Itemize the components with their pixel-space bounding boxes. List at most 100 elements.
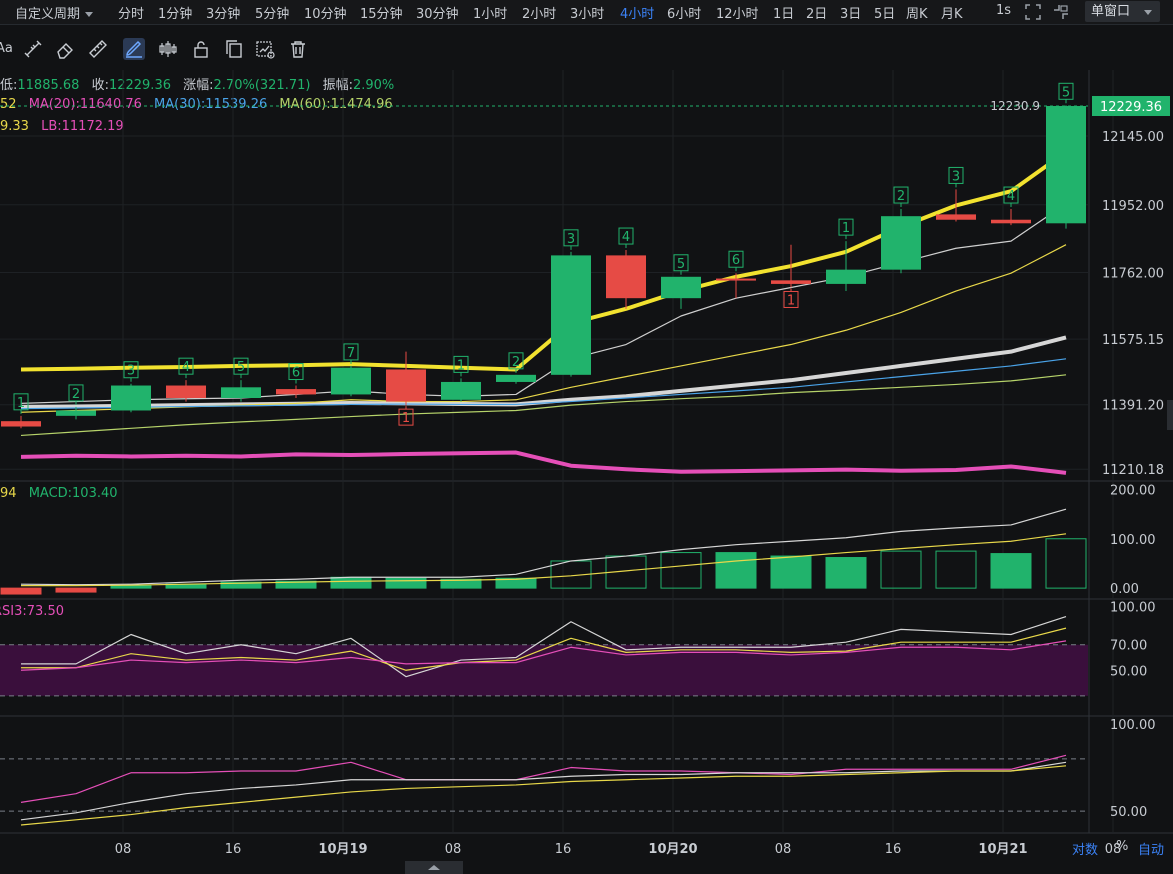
trash-icon[interactable]: [287, 38, 309, 60]
timeframe-17[interactable]: 周K: [906, 7, 928, 22]
indicator-axis-tick: 70.00: [1110, 639, 1147, 654]
timeframe-9[interactable]: 3小时: [570, 7, 605, 22]
td-label: 3: [567, 232, 575, 247]
indicator-axis-tick: 0.00: [1110, 582, 1139, 597]
timeframe-12[interactable]: 12小时: [716, 7, 759, 22]
timeframe-5[interactable]: 15分钟: [360, 7, 403, 22]
candle-body: [221, 387, 261, 398]
rsi-legend: RSI3:73.50: [0, 604, 64, 619]
td-label: 1: [17, 396, 25, 411]
candle-body: [276, 389, 316, 395]
time-axis-tick: 08: [115, 842, 132, 857]
macd-histogram-bar: [0, 587, 42, 595]
macd-histogram-bar: [935, 550, 977, 589]
timeframe-11[interactable]: 6小时: [667, 7, 702, 22]
measure-tool-icon[interactable]: [22, 38, 44, 60]
indicator-axis-tick: 200.00: [1110, 483, 1156, 498]
timeframe-16[interactable]: 5日: [874, 7, 896, 22]
macd-value: MACD:103.40: [28, 486, 118, 501]
timeframe-18[interactable]: 月K: [941, 7, 963, 22]
timeframe-2[interactable]: 3分钟: [206, 7, 241, 22]
log-scale-toggle[interactable]: 对数: [1072, 843, 1099, 858]
timeframe-15[interactable]: 3日: [840, 7, 862, 22]
time-axis-tick: 08: [445, 842, 462, 857]
eraser-tool-icon[interactable]: [54, 38, 76, 60]
low-label: 低:: [0, 78, 18, 93]
candle-tool-icon[interactable]: [157, 38, 179, 60]
amplitude-value: 2.90%: [352, 78, 395, 93]
drawing-toolbar: Aa: [0, 34, 320, 64]
text-tool-label[interactable]: Aa: [0, 41, 13, 56]
fullscreen-icon[interactable]: [1024, 3, 1042, 21]
close-label: 收:: [91, 78, 109, 93]
timeframe-13[interactable]: 1日: [773, 7, 795, 22]
timeframe-7[interactable]: 1小时: [473, 7, 508, 22]
timeframe-14[interactable]: 2日: [806, 7, 828, 22]
indicator-axis-tick: 100.00: [1110, 533, 1156, 548]
time-axis-tick: 10月20: [648, 842, 697, 857]
candle-body: [771, 280, 811, 284]
ma20-value: MA(20):11640.76: [28, 97, 142, 112]
ruler-tool-icon[interactable]: [87, 38, 109, 60]
macd-histogram-bar: [110, 585, 152, 589]
macd-dif-line: [20, 508, 1067, 586]
candle-body: [881, 216, 921, 270]
timeframe-1[interactable]: 1分钟: [158, 7, 193, 22]
high-marker-label: 12230.9: [990, 99, 1040, 113]
window-mode-dropdown[interactable]: 单窗口: [1085, 1, 1160, 22]
td-label: 4: [1007, 189, 1015, 204]
td-label: 3: [127, 364, 135, 379]
percent-scale-toggle[interactable]: %: [1116, 839, 1129, 854]
chart-settings-icon[interactable]: [254, 38, 276, 60]
candle-body: [111, 385, 151, 411]
candle-body: [386, 369, 426, 402]
change-value: 2.70%(321.71): [213, 78, 311, 93]
lock-tool-icon[interactable]: [190, 38, 212, 60]
brush-tool-icon[interactable]: [123, 38, 145, 60]
timeframe-6[interactable]: 30分钟: [416, 7, 459, 22]
td-label: 3: [952, 169, 960, 184]
timeframe-3[interactable]: 5分钟: [255, 7, 290, 22]
td-label: 2: [512, 355, 520, 370]
change-label: 涨幅:: [183, 78, 214, 93]
td-label: 1: [787, 293, 795, 308]
custom-period-dropdown[interactable]: 自定义周期: [15, 3, 94, 22]
rsi3-value: RSI3:73.50: [0, 604, 64, 619]
price-axis-tick: 11762.00: [1102, 267, 1164, 282]
ma30-value: MA(30):11539.26: [154, 97, 268, 112]
indicator-axis-tick: 100.00: [1110, 718, 1156, 733]
copy-tool-icon[interactable]: [223, 38, 245, 60]
auto-scale-toggle[interactable]: 自动: [1138, 843, 1165, 858]
td-label: 5: [1062, 85, 1070, 100]
td-label: 1: [842, 221, 850, 236]
td-label: 4: [622, 230, 630, 245]
indicator-axis-tick: 50.00: [1110, 664, 1147, 679]
kdj-d-line: [20, 761, 1067, 821]
time-axis-tick: 10月21: [978, 842, 1027, 857]
candle-body: [441, 381, 481, 400]
rsi-line-pink: [20, 640, 1067, 671]
last-price-badge: [1092, 96, 1170, 117]
line-lightgreen-thin: [20, 374, 1067, 437]
timeframe-10[interactable]: 4小时: [620, 7, 655, 22]
seconds-button[interactable]: 1s: [996, 3, 1012, 18]
td-label: 6: [732, 253, 740, 268]
low-value: 11885.68: [17, 78, 80, 93]
timeframe-8[interactable]: 2小时: [522, 7, 557, 22]
macd-histogram-bar: [825, 557, 867, 589]
timeframe-4[interactable]: 10分钟: [304, 7, 347, 22]
candle-body: [496, 374, 536, 382]
candle-body: [991, 219, 1031, 224]
rsi-overbought-band: [0, 644, 1088, 696]
exit-fullscreen-icon[interactable]: [1052, 3, 1070, 21]
time-axis-tick: 10月19: [318, 842, 367, 857]
candle-body: [1046, 106, 1086, 224]
candle-body: [826, 269, 866, 284]
price-axis-tick: 11952.00: [1102, 199, 1164, 214]
macd-histogram-bar: [990, 553, 1032, 589]
macd-prefix-value: 94: [0, 486, 17, 501]
macd-dea-line: [21, 533, 1067, 587]
price-chart[interactable]: 12145.00 11952.00 11762.00 11575.15 11391.20…: [0, 66, 1173, 874]
amplitude-label: 振幅:: [322, 78, 353, 93]
timeframe-0[interactable]: 分时: [118, 7, 145, 22]
